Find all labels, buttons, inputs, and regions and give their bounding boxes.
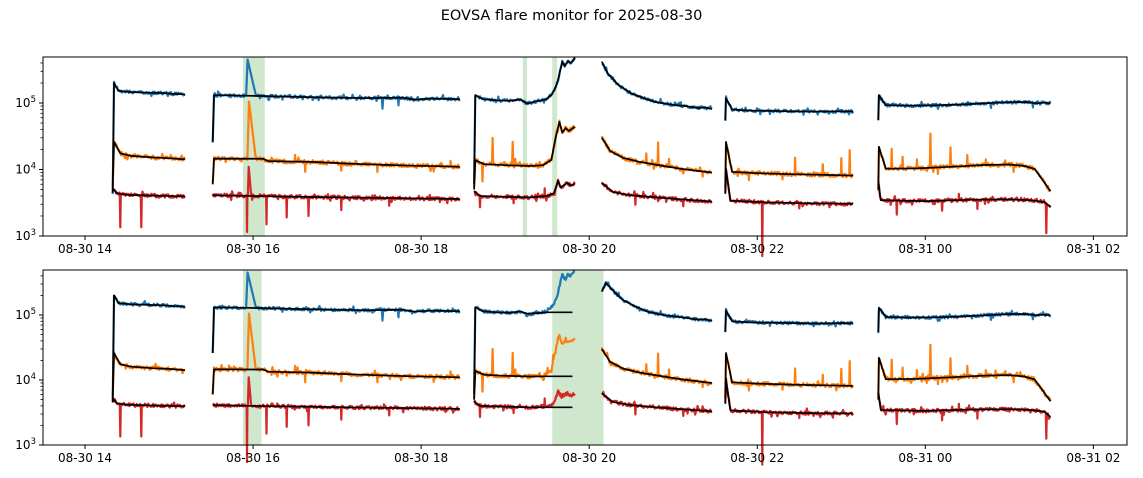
blue-flux-series [877, 307, 1052, 334]
orange-smoothed-series [111, 141, 186, 187]
x-tick-label: 08-30 20 [562, 242, 616, 256]
blue-smoothed-series [111, 82, 186, 193]
orange-smoothed-series [473, 121, 576, 190]
red-flux-series [601, 390, 713, 417]
x-tick-label: 08-30 14 [58, 451, 112, 465]
blue-smoothed-series [877, 94, 1051, 121]
orange-smoothed-series [111, 352, 186, 397]
blue-flux-series [724, 307, 854, 333]
flare-time-window [552, 270, 604, 445]
x-tick-label: 08-30 18 [394, 242, 448, 256]
blue-smoothed-series [724, 97, 854, 121]
y-tick-label: 105 [15, 307, 36, 322]
orange-smoothed-series [211, 157, 460, 185]
blue-flux-series [600, 281, 713, 323]
red-smoothed-series [724, 168, 854, 205]
flare-time-window [522, 57, 527, 236]
x-tick-label: 08-30 22 [730, 451, 784, 465]
blue-smoothed-series [111, 294, 186, 403]
y-tick-label: 104 [15, 162, 36, 177]
x-tick-label: 08-31 02 [1066, 451, 1120, 465]
blue-flux-series [111, 294, 186, 402]
orange-smoothed-series [601, 137, 712, 174]
x-tick-label: 08-31 02 [1066, 242, 1120, 256]
blue-smoothed-series [473, 57, 576, 185]
x-tick-label: 08-30 16 [226, 242, 280, 256]
x-tick-label: 08-31 00 [898, 242, 952, 256]
y-tick-label: 104 [15, 372, 36, 387]
orange-smoothed-series [877, 145, 1052, 192]
x-tick-label: 08-30 20 [562, 451, 616, 465]
blue-flux-series [877, 94, 1052, 120]
red-smoothed-series [877, 392, 1052, 418]
red-flux-series [877, 181, 1052, 235]
chart-title: EOVSA flare monitor for 2025-08-30 [440, 8, 703, 24]
panel-bottom: 08-30 14 08-30 16 08-30 18 08-30 20 08-30 22… [15, 269, 1128, 466]
blue-smoothed-series [473, 306, 573, 395]
blue-flux-series [724, 95, 855, 121]
orange-flux-series [724, 142, 854, 188]
orange-smoothed-series [877, 356, 1052, 402]
axes-frame [42, 56, 1128, 237]
y-tick-label: 105 [15, 95, 36, 110]
x-tick-label: 08-30 16 [226, 451, 280, 465]
red-smoothed-series [877, 182, 1052, 208]
red-smoothed-series [724, 378, 854, 415]
red-smoothed-series [601, 182, 712, 203]
blue-smoothed-series [877, 306, 1051, 332]
x-tick-label: 08-31 00 [898, 451, 952, 465]
blue-flux-series [111, 80, 186, 195]
blue-smoothed-series [211, 306, 460, 354]
orange-flux-series [724, 353, 855, 399]
blue-smoothed-series [601, 61, 713, 110]
red-flux-series [877, 392, 1051, 440]
red-smoothed-series [473, 400, 573, 409]
orange-smoothed-series [211, 368, 460, 395]
y-tick-label: 103 [15, 228, 36, 243]
red-smoothed-series [473, 179, 576, 199]
orange-smoothed-series [724, 352, 854, 399]
x-tick-label: 08-30 22 [730, 242, 784, 256]
orange-smoothed-series [601, 348, 713, 384]
orange-flux-series [111, 140, 186, 186]
red-smoothed-series [212, 404, 460, 410]
x-tick-label: 08-30 14 [58, 242, 112, 256]
blue-smoothed-series [211, 94, 460, 142]
orange-flux-series [877, 343, 1052, 402]
orange-flux-series [877, 132, 1052, 192]
red-smoothed-series [601, 392, 712, 413]
blue-smoothed-series [601, 282, 713, 322]
orange-smoothed-series [473, 370, 573, 400]
panel-top: 08-30 14 08-30 16 08-30 18 08-30 20 08-30 22… [15, 56, 1128, 258]
red-smoothed-series [112, 397, 186, 408]
y-tick-label: 103 [15, 437, 36, 452]
x-tick-label: 08-30 18 [394, 451, 448, 465]
orange-flux-series [111, 350, 186, 395]
orange-smoothed-series [724, 141, 854, 189]
axes-frame [42, 269, 1128, 446]
red-smoothed-series [212, 194, 460, 200]
red-smoothed-series [112, 187, 186, 198]
blue-smoothed-series [724, 309, 854, 332]
red-flux-series [600, 181, 713, 208]
